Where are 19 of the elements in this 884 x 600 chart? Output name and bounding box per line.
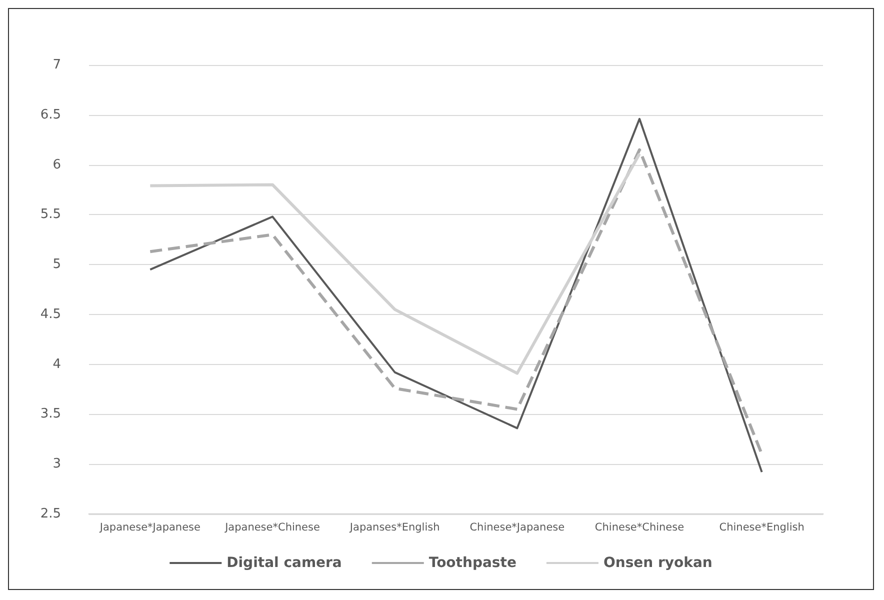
y-tick-label: 7 bbox=[52, 58, 61, 72]
y-tick-label: 5.5 bbox=[40, 207, 61, 222]
y-tick-label: 6.5 bbox=[40, 107, 61, 122]
y-tick-label: 4 bbox=[52, 356, 61, 372]
y-tick-label: 6 bbox=[52, 157, 61, 172]
x-tick-label: Japanese*Chinese bbox=[224, 522, 320, 534]
x-tick-label: Chinese*Chinese bbox=[594, 522, 684, 534]
y-tick-label: 3.5 bbox=[40, 406, 61, 422]
y-tick-label: 5 bbox=[52, 257, 61, 272]
x-tick-label: Japanese*Japanese bbox=[98, 522, 200, 534]
y-tick-label: 2.5 bbox=[40, 506, 61, 522]
y-tick-label: 4.5 bbox=[40, 306, 61, 322]
x-tick-label: Chinese*Japanese bbox=[470, 522, 565, 534]
y-tick-label: 3 bbox=[52, 456, 61, 472]
x-tick-label: Chinese*English bbox=[719, 522, 804, 534]
legend-label: Toothpaste bbox=[428, 555, 516, 571]
legend-label: Onsen ryokan bbox=[603, 555, 712, 571]
legend-label: Digital camera bbox=[226, 555, 342, 571]
x-tick-label: Japanses*English bbox=[348, 522, 440, 534]
